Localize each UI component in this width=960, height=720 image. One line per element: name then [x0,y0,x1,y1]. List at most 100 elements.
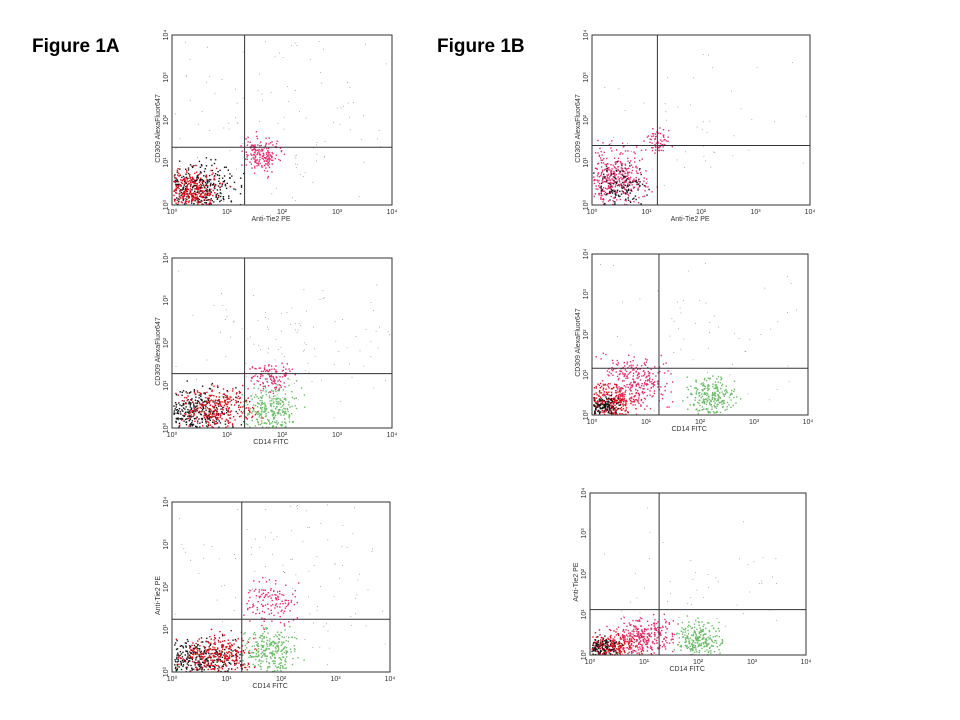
event-dot [609,636,611,638]
event-dot [646,375,648,378]
event-dot [279,398,281,400]
event-dot [236,394,237,396]
event-dot [671,633,674,636]
event-dot [264,407,266,409]
event-dot [661,398,664,400]
event-dot [609,187,612,189]
event-dot [643,362,645,364]
event-dot [718,396,720,398]
event-dot [260,417,262,419]
event-dot [276,394,278,396]
event-dot [695,393,697,395]
event-dot [254,367,256,370]
event-dot [711,393,714,396]
event-dot [185,176,188,178]
event-dot [262,382,264,385]
event-dot [720,379,722,381]
event-dot [270,657,272,660]
event-dot [303,350,305,352]
event-dot [647,646,649,649]
event-dot [627,185,629,188]
event-dot [651,135,653,138]
event-dot [183,420,185,422]
event-dot [186,76,187,77]
event-dot [270,155,272,157]
event-dot [266,155,269,157]
event-dot [677,301,678,303]
event-dot [708,396,710,398]
event-dot [270,605,272,607]
event-dot [256,375,259,378]
event-dot [209,644,211,646]
event-dot [175,192,177,194]
event-dot [643,373,646,376]
event-dot [621,162,624,165]
event-dot [640,365,643,367]
event-dot [264,378,267,380]
event-dot [198,638,200,640]
event-dot [597,400,599,402]
event-dot [173,410,176,412]
event-dot [607,638,610,640]
event-dot [175,648,178,651]
event-dot [318,41,320,42]
event-dot [186,190,189,193]
event-dot [193,202,195,205]
event-dot [242,660,244,662]
event-dot [177,657,180,659]
event-dot [216,413,218,416]
event-dot [195,396,197,398]
event-dot [215,404,217,407]
event-dot [184,189,186,192]
event-dot [262,158,265,160]
event-dot [703,379,706,381]
event-dot [271,422,273,424]
event-dot [184,183,186,185]
event-dot [355,612,356,614]
event-dot [787,365,789,367]
event-dot [194,663,196,665]
event-dot [790,283,792,284]
event-dot [638,633,640,635]
event-dot [262,605,264,607]
event-dot [201,181,203,183]
event-dot [709,332,710,333]
event-dot [706,401,708,403]
event-dot [624,110,626,111]
event-dot [667,370,669,372]
event-dot [252,295,254,296]
event-dot [195,653,197,656]
event-dot [260,389,262,392]
event-dot [257,643,259,645]
event-dot [212,411,214,413]
event-dot [214,399,216,402]
event-dot [620,388,622,390]
event-dot [227,401,229,403]
event-dot [203,669,205,671]
event-dot [265,628,267,630]
event-dot [295,200,297,201]
event-dot [663,143,665,146]
event-dot [235,88,236,90]
event-dot [618,645,621,647]
event-dot [287,86,289,87]
event-dot [624,175,626,177]
event-dot [188,660,191,662]
event-dot [606,192,608,195]
event-dot [714,391,716,394]
event-dot [695,390,698,392]
event-dot [353,102,354,103]
event-dot [260,653,262,655]
event-dot [217,653,219,655]
event-dot [253,605,255,607]
event-dot [640,173,642,176]
event-dot [623,397,626,400]
event-dot [349,116,350,118]
event-dot [638,642,640,644]
event-dot [217,386,219,388]
event-dot [205,203,207,205]
event-dot [249,141,251,143]
x-tick-label: 10² [276,676,287,683]
event-dot [603,173,605,176]
event-dot [235,656,238,658]
